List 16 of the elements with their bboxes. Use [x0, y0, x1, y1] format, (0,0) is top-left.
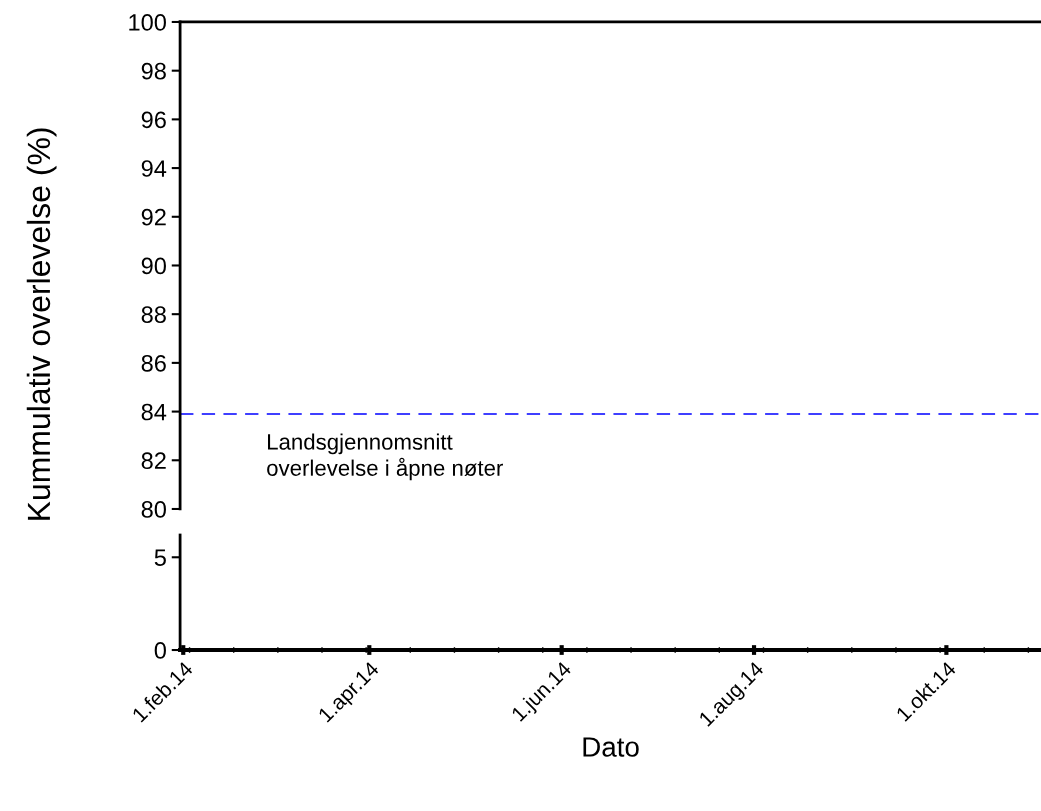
y-tick-label: 98 [141, 62, 166, 80]
y-tick-label: 86 [141, 354, 166, 372]
y-tick-label: 82 [141, 452, 166, 470]
y-tick-label: 84 [141, 403, 167, 421]
y-tick-label: 100 [129, 14, 166, 31]
y-tick-label: 80 [141, 501, 166, 518]
y-tick-label: 0 [154, 642, 166, 659]
y-tick-label: 90 [141, 257, 166, 275]
y-tick-label: 94 [141, 160, 167, 177]
y-axis-title: Kummulativ overlevelse (%) [26, 128, 57, 520]
y-tick-label: 5 [154, 549, 166, 567]
ref-line-label: Landsgjennomsnitt overlevelse i åpne nøter [267, 433, 503, 481]
y-tick-label: 96 [141, 111, 166, 129]
y-tick-label: 88 [141, 306, 166, 323]
y-tick-label: 92 [141, 208, 166, 226]
x-axis-title: Dato [583, 737, 639, 757]
